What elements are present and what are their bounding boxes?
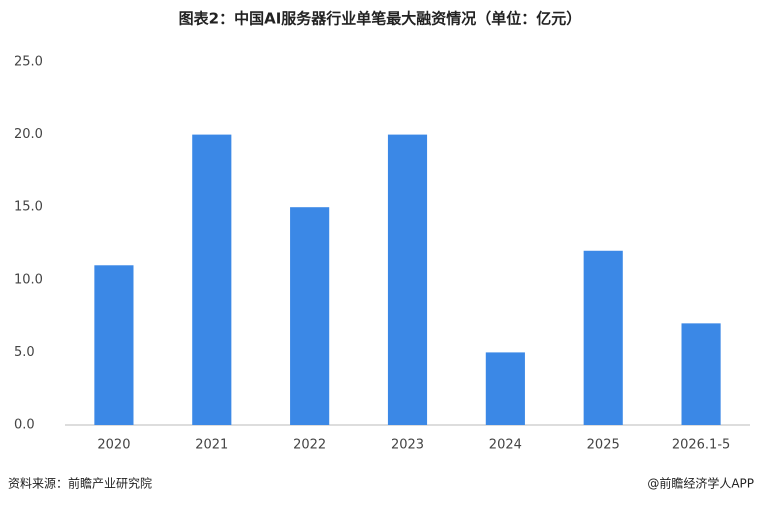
x-tick-label: 2026.1-5 (672, 438, 730, 453)
bar (290, 207, 330, 425)
x-tick-label: 2020 (97, 438, 130, 453)
bar (94, 265, 134, 425)
y-tick-label: 10.0 (14, 272, 43, 287)
y-tick-label: 15.0 (14, 200, 43, 215)
x-tick-label: 2022 (293, 438, 326, 453)
x-tick-label: 2024 (489, 438, 522, 453)
y-tick-label: 0.0 (14, 418, 35, 433)
y-tick-label: 20.0 (14, 127, 43, 142)
x-tick-label: 2021 (195, 438, 228, 453)
source-note: 资料来源：前瞻产业研究院 (8, 476, 152, 491)
y-tick-label: 5.0 (14, 345, 35, 360)
y-tick-label: 25.0 (14, 55, 43, 70)
x-tick-label: 2023 (391, 438, 424, 453)
bar (192, 134, 232, 425)
bar (485, 352, 525, 425)
bar (583, 250, 623, 425)
x-tick-label: 2025 (587, 438, 620, 453)
bar (681, 323, 721, 425)
chart-title: 图表2：中国AI服务器行业单笔最大融资情况（单位：亿元） (179, 10, 582, 28)
bar (387, 134, 428, 425)
credit-note: @前瞻经济学人APP (647, 476, 754, 491)
